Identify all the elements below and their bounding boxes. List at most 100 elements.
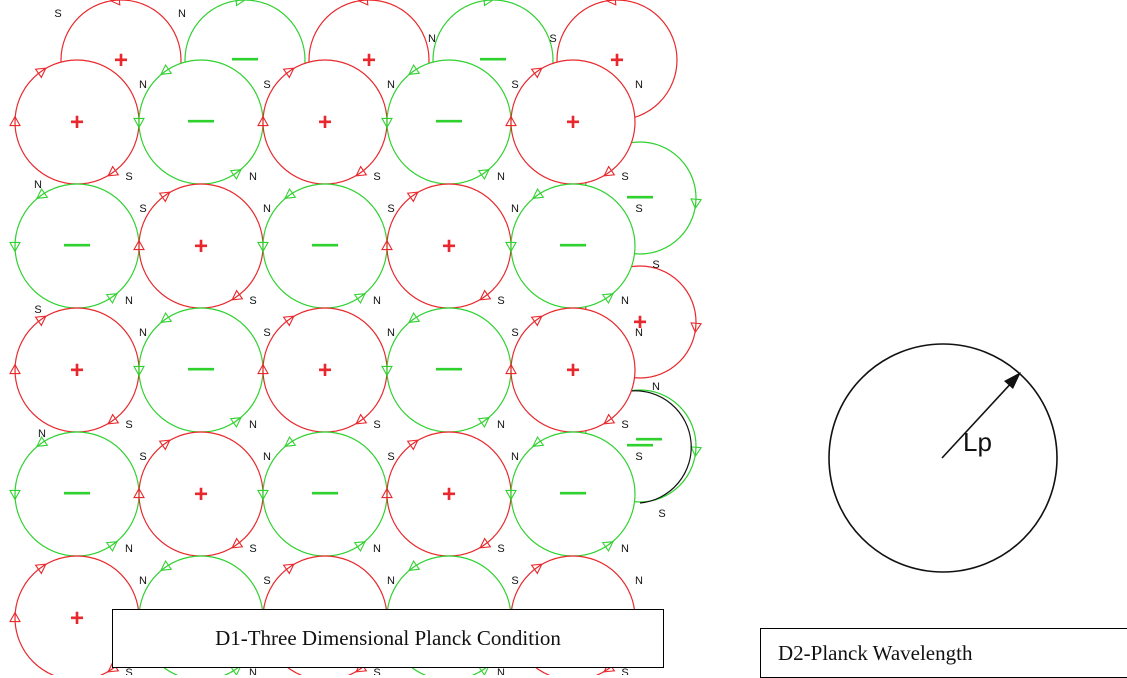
south-pole-label: S (34, 304, 41, 316)
north-pole-label: N (373, 295, 381, 307)
d2-caption: D2-Planck Wavelength (760, 628, 1127, 678)
planck-circle (828, 343, 1058, 573)
arrow-head-icon (1004, 372, 1021, 389)
direction-arrow-icon (36, 187, 49, 199)
north-pole-label: N (621, 543, 629, 555)
north-pole-label: N (497, 171, 505, 183)
north-pole-label: N (125, 295, 133, 307)
direction-arrow-icon (477, 169, 490, 181)
charge-sign: + (318, 109, 332, 136)
direction-arrow-icon (284, 435, 297, 447)
direction-arrow-icon (107, 413, 120, 425)
direction-arrow-icon (408, 311, 421, 323)
south-pole-label: S (263, 575, 270, 587)
direction-arrow-icon (229, 169, 242, 181)
charge-sign: — (627, 180, 653, 210)
direction-arrow-icon (9, 489, 21, 501)
direction-arrow-icon (353, 293, 366, 305)
south-pole-label: S (249, 543, 256, 555)
south-pole-label: S (249, 295, 256, 307)
south-pole-label: S (373, 419, 380, 431)
direction-arrow-icon (9, 115, 21, 127)
north-pole-label: N (387, 575, 395, 587)
north-pole-label: N (38, 428, 46, 440)
charge-sign: + (442, 481, 456, 508)
direction-arrow-icon (355, 165, 368, 177)
direction-arrow-icon (477, 417, 490, 429)
north-pole-label: N (139, 79, 147, 91)
charge-sign: — (436, 104, 462, 134)
direction-arrow-icon (406, 191, 419, 203)
direction-arrow-icon (257, 115, 269, 127)
planck-lattice: +—+—+—+——+—+—+—+—+—+—+—+—+—+—+—+—+SNNSSN… (9, 0, 703, 675)
charge-sign: + (362, 47, 376, 74)
charge-sign: — (480, 42, 506, 72)
north-pole-label: N (139, 327, 147, 339)
radius-label: Lp (963, 427, 992, 457)
direction-arrow-icon (105, 541, 118, 553)
south-pole-label: S (373, 171, 380, 183)
direction-arrow-icon (408, 559, 421, 571)
partial-circle-outline (629, 390, 692, 504)
charge-sign: — (627, 428, 653, 458)
charge-sign: — (636, 422, 662, 452)
north-pole-label: N (635, 79, 643, 91)
direction-arrow-icon (133, 365, 145, 377)
direction-arrow-icon (34, 563, 47, 575)
south-pole-label: S (263, 79, 270, 91)
north-pole-label: N (373, 543, 381, 555)
direction-arrow-icon (9, 611, 21, 623)
north-pole-label: N (511, 203, 519, 215)
direction-arrow-icon (257, 241, 269, 253)
direction-arrow-icon (690, 198, 703, 210)
south-pole-label: S (621, 667, 628, 675)
direction-arrow-icon (406, 439, 419, 451)
south-pole-label: S (54, 8, 61, 20)
south-pole-label: S (263, 327, 270, 339)
direction-arrow-icon (133, 239, 145, 251)
direction-arrow-icon (505, 241, 517, 253)
direction-arrow-icon (603, 413, 616, 425)
direction-arrow-icon (381, 117, 393, 129)
north-pole-label: N (497, 667, 505, 675)
direction-arrow-icon (505, 489, 517, 501)
charge-sign: + (194, 233, 208, 260)
south-pole-label: S (387, 451, 394, 463)
charge-sign: — (560, 476, 586, 506)
charge-sign: — (188, 352, 214, 382)
north-pole-label: N (621, 295, 629, 307)
direction-arrow-icon (355, 413, 368, 425)
direction-arrow-icon (160, 63, 173, 75)
direction-arrow-icon (353, 541, 366, 553)
direction-arrow-icon (282, 315, 295, 327)
direction-arrow-icon (158, 439, 171, 451)
north-pole-label: N (635, 575, 643, 587)
direction-arrow-icon (158, 191, 171, 203)
north-pole-label: N (652, 381, 660, 393)
direction-arrow-icon (282, 563, 295, 575)
charge-sign: + (633, 309, 647, 336)
charge-sign: + (566, 109, 580, 136)
direction-arrow-icon (601, 541, 614, 553)
direction-arrow-icon (105, 293, 118, 305)
south-pole-label: S (511, 575, 518, 587)
direction-arrow-icon (408, 63, 421, 75)
charge-sign: — (232, 42, 258, 72)
direction-arrow-icon (532, 435, 545, 447)
direction-arrow-icon (381, 239, 393, 251)
direction-arrow-icon (34, 315, 47, 327)
charge-sign: + (70, 605, 84, 632)
north-pole-label: N (263, 451, 271, 463)
south-pole-label: S (658, 508, 665, 520)
direction-arrow-icon (235, 0, 246, 7)
north-pole-label: N (511, 451, 519, 463)
direction-arrow-icon (133, 487, 145, 499)
direction-arrow-icon (530, 563, 543, 575)
direction-arrow-icon (9, 363, 21, 375)
south-pole-label: S (373, 667, 380, 675)
charge-sign: + (566, 357, 580, 384)
direction-arrow-icon (36, 435, 49, 447)
direction-arrow-icon (284, 187, 297, 199)
south-pole-label: S (635, 203, 642, 215)
